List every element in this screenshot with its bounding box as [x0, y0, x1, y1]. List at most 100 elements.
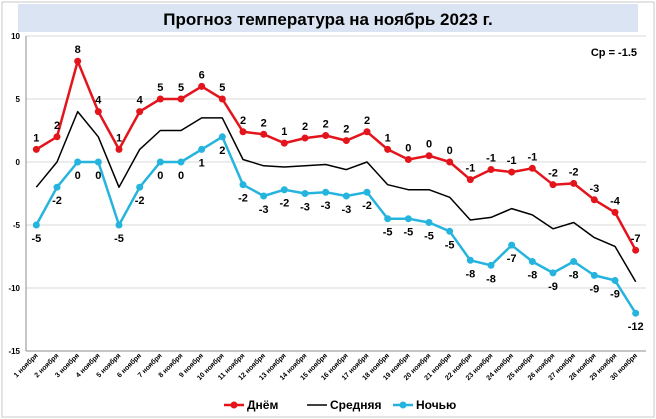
- data-label: -3: [341, 204, 351, 216]
- data-point: [301, 134, 309, 142]
- data-label: -4: [610, 195, 621, 207]
- data-point: [570, 179, 578, 187]
- data-label: -3: [259, 204, 269, 216]
- data-label: 6: [199, 69, 205, 81]
- data-label: 1: [281, 126, 287, 138]
- y-tick-label: -5: [13, 221, 21, 230]
- data-point: [74, 158, 82, 166]
- data-label: -1: [527, 151, 537, 163]
- data-label: -8: [486, 273, 496, 285]
- data-point: [32, 145, 40, 153]
- data-point: [280, 186, 288, 194]
- data-label: -1: [465, 163, 475, 175]
- data-point: [466, 256, 474, 264]
- data-point: [280, 139, 288, 147]
- data-point: [590, 271, 598, 279]
- data-point: [239, 128, 247, 136]
- data-point: [632, 246, 640, 254]
- data-label: -1: [486, 153, 496, 165]
- data-label: 5: [178, 82, 184, 94]
- legend: Днём Средняя Ночью: [224, 398, 456, 412]
- legend-label: Средняя: [330, 398, 382, 412]
- legend-marker: [399, 401, 407, 409]
- series-line: [35, 110, 637, 283]
- data-label: 0: [95, 170, 101, 182]
- data-label: 2: [364, 115, 370, 127]
- data-point: [322, 132, 330, 140]
- data-label: -2: [548, 168, 558, 180]
- data-point: [198, 82, 206, 90]
- data-point: [218, 133, 226, 141]
- data-label: -2: [569, 166, 579, 178]
- data-point: [342, 192, 350, 200]
- data-label: -2: [279, 198, 289, 210]
- data-point: [487, 166, 495, 174]
- data-label: -8: [527, 270, 537, 282]
- data-label: 1: [116, 132, 122, 144]
- data-point: [94, 158, 102, 166]
- data-label: -8: [569, 270, 579, 282]
- data-point: [590, 196, 598, 204]
- legend-label: Днём: [247, 398, 278, 412]
- data-point: [404, 155, 412, 163]
- data-point: [177, 95, 185, 103]
- data-point: [136, 183, 144, 191]
- data-point: [322, 188, 330, 196]
- data-label: -7: [631, 233, 641, 245]
- y-tick-label: 10: [11, 32, 20, 41]
- data-point: [156, 158, 164, 166]
- data-point: [384, 145, 392, 153]
- data-label: -5: [424, 230, 434, 242]
- data-point: [611, 276, 619, 284]
- data-point: [115, 221, 123, 229]
- series-line: [35, 59, 637, 251]
- data-label: -3: [589, 183, 599, 195]
- y-tick-label: -10: [8, 284, 20, 293]
- data-label: -3: [321, 200, 331, 212]
- data-label: -8: [465, 268, 475, 280]
- data-label: 5: [157, 82, 163, 94]
- y-tick-label: 5: [16, 95, 21, 104]
- data-label: -5: [403, 227, 413, 239]
- data-point: [528, 164, 536, 172]
- data-point: [425, 152, 433, 160]
- data-point: [177, 158, 185, 166]
- data-point: [446, 227, 454, 235]
- data-point: [53, 133, 61, 141]
- data-label: 2: [219, 145, 225, 157]
- data-point: [218, 95, 226, 103]
- data-label: 0: [75, 170, 81, 182]
- series-line: [35, 135, 637, 314]
- data-label: -5: [114, 233, 124, 245]
- data-point: [528, 258, 536, 266]
- data-label: 4: [137, 95, 144, 107]
- data-label: -9: [589, 283, 599, 295]
- y-tick-label: 0: [16, 158, 21, 167]
- data-point: [570, 258, 578, 266]
- data-label: 2: [343, 124, 349, 136]
- legend-marker: [230, 401, 238, 409]
- data-label: -5: [445, 239, 455, 251]
- data-label: 2: [240, 115, 246, 127]
- data-label: 1: [33, 132, 39, 144]
- data-point: [53, 183, 61, 191]
- data-point: [115, 145, 123, 153]
- data-label: -5: [31, 233, 41, 245]
- data-label: 2: [54, 120, 60, 132]
- data-point: [611, 208, 619, 216]
- data-label: -2: [52, 195, 62, 207]
- data-point: [342, 137, 350, 145]
- data-point: [466, 176, 474, 184]
- data-label: 8: [75, 44, 81, 56]
- data-point: [508, 168, 516, 176]
- data-label: -5: [383, 227, 393, 239]
- data-label: 0: [405, 142, 411, 154]
- data-point: [363, 128, 371, 136]
- data-label: -7: [507, 253, 517, 265]
- data-label: 0: [447, 145, 453, 157]
- title-band: [18, 4, 638, 32]
- data-point: [74, 57, 82, 65]
